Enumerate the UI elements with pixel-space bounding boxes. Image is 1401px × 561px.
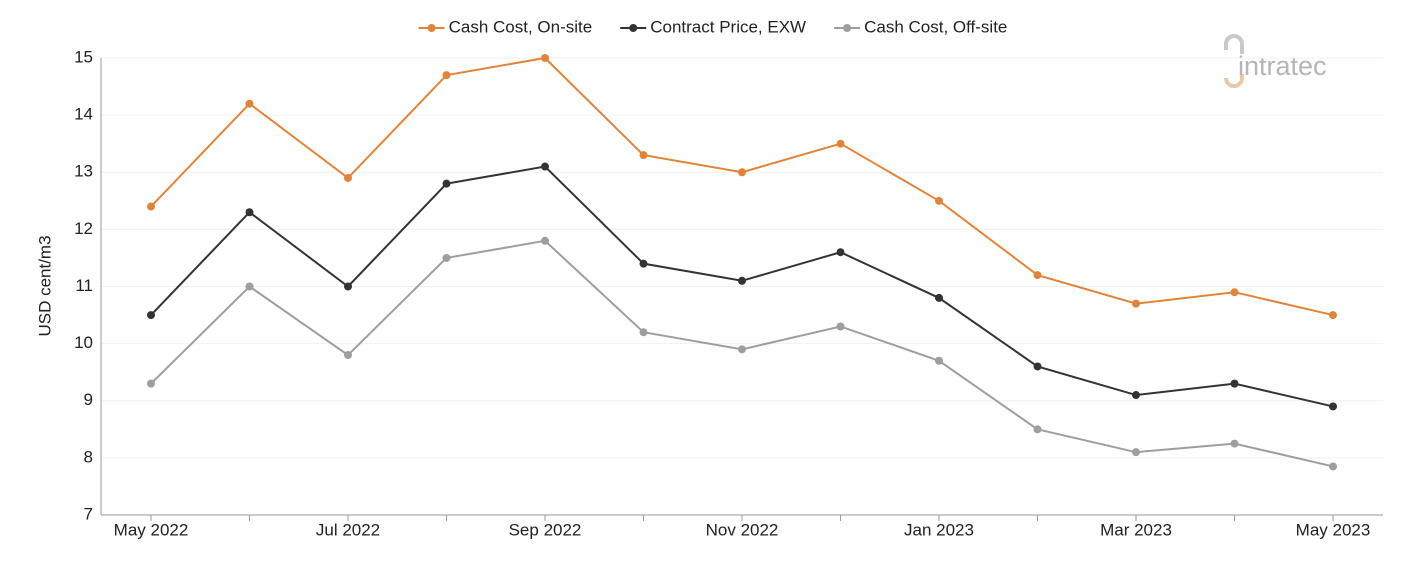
data-point — [836, 248, 845, 257]
data-point — [147, 202, 155, 211]
data-point — [1132, 448, 1140, 457]
data-point — [344, 173, 352, 182]
data-point — [836, 322, 845, 331]
y-tick-label: 15 — [74, 47, 93, 66]
x-tick-label: Jan 2023 — [904, 520, 974, 539]
legend-label: Contract Price, EXW — [650, 17, 806, 36]
data-point — [541, 162, 549, 171]
x-tick-label: Sep 2022 — [509, 520, 582, 539]
legend: Cash Cost, On-site Contract Price, EXW Cas… — [418, 17, 1007, 36]
logo: intratec — [1224, 34, 1327, 88]
series-line — [150, 239, 1334, 468]
logo-text: intratec — [1238, 51, 1327, 81]
legend-marker — [427, 24, 436, 32]
data-point — [836, 139, 845, 148]
legend-marker — [629, 24, 638, 32]
data-point — [147, 379, 155, 388]
data-point — [639, 151, 648, 160]
data-point — [541, 54, 549, 62]
x-tick-label: May 2022 — [114, 520, 189, 539]
data-point — [935, 293, 943, 302]
data-point — [442, 179, 451, 188]
data-point — [639, 259, 648, 268]
legend-item: Cash Cost, Off-site — [834, 17, 1007, 36]
data-point — [1230, 288, 1239, 297]
data-point — [1033, 425, 1042, 434]
y-tick-label: 10 — [74, 333, 93, 352]
data-point — [738, 276, 746, 285]
x-tick-label: Mar 2023 — [1100, 520, 1172, 539]
legend-marker — [843, 24, 852, 32]
data-point — [738, 345, 746, 354]
data-point — [935, 356, 943, 365]
data-point — [147, 311, 155, 320]
data-point — [1329, 311, 1337, 320]
data-point — [245, 208, 254, 217]
x-tick-label: Nov 2022 — [706, 520, 779, 539]
data-point — [1033, 362, 1042, 371]
data-point — [1230, 439, 1239, 448]
data-point — [541, 236, 549, 245]
data-point — [442, 71, 451, 80]
y-tick-label: 8 — [84, 447, 93, 466]
data-point — [1132, 391, 1140, 400]
legend-item: Contract Price, EXW — [620, 17, 806, 36]
data-point — [245, 282, 254, 291]
data-point — [245, 99, 254, 108]
data-point — [1329, 402, 1337, 411]
legend-label: Cash Cost, On-site — [449, 17, 593, 36]
legend-label: Cash Cost, Off-site — [864, 17, 1007, 36]
logo-icon — [1224, 74, 1244, 88]
legend-item: Cash Cost, On-site — [418, 17, 593, 36]
data-point — [1329, 462, 1337, 471]
data-point — [1230, 379, 1239, 388]
y-tick-label: 12 — [74, 219, 93, 238]
data-point — [738, 168, 746, 177]
y-tick-label: 9 — [84, 390, 93, 409]
y-tick-label: 13 — [74, 162, 93, 181]
y-tick-label: 11 — [75, 276, 93, 295]
y-tick-label: 14 — [74, 105, 93, 124]
data-point — [1033, 271, 1042, 280]
data-point — [344, 282, 352, 291]
x-tick-label: May 2023 — [1296, 520, 1371, 539]
data-point — [639, 328, 648, 337]
y-axis-label: USD cent/m3 — [35, 235, 54, 336]
data-point — [442, 253, 451, 262]
x-tick-label: Jul 2022 — [316, 520, 380, 539]
data-point — [344, 351, 352, 360]
y-tick-label: 7 — [84, 504, 93, 523]
data-point — [1132, 299, 1140, 308]
series-line — [150, 56, 1334, 317]
data-point — [935, 196, 943, 205]
logo-icon — [1224, 34, 1244, 54]
